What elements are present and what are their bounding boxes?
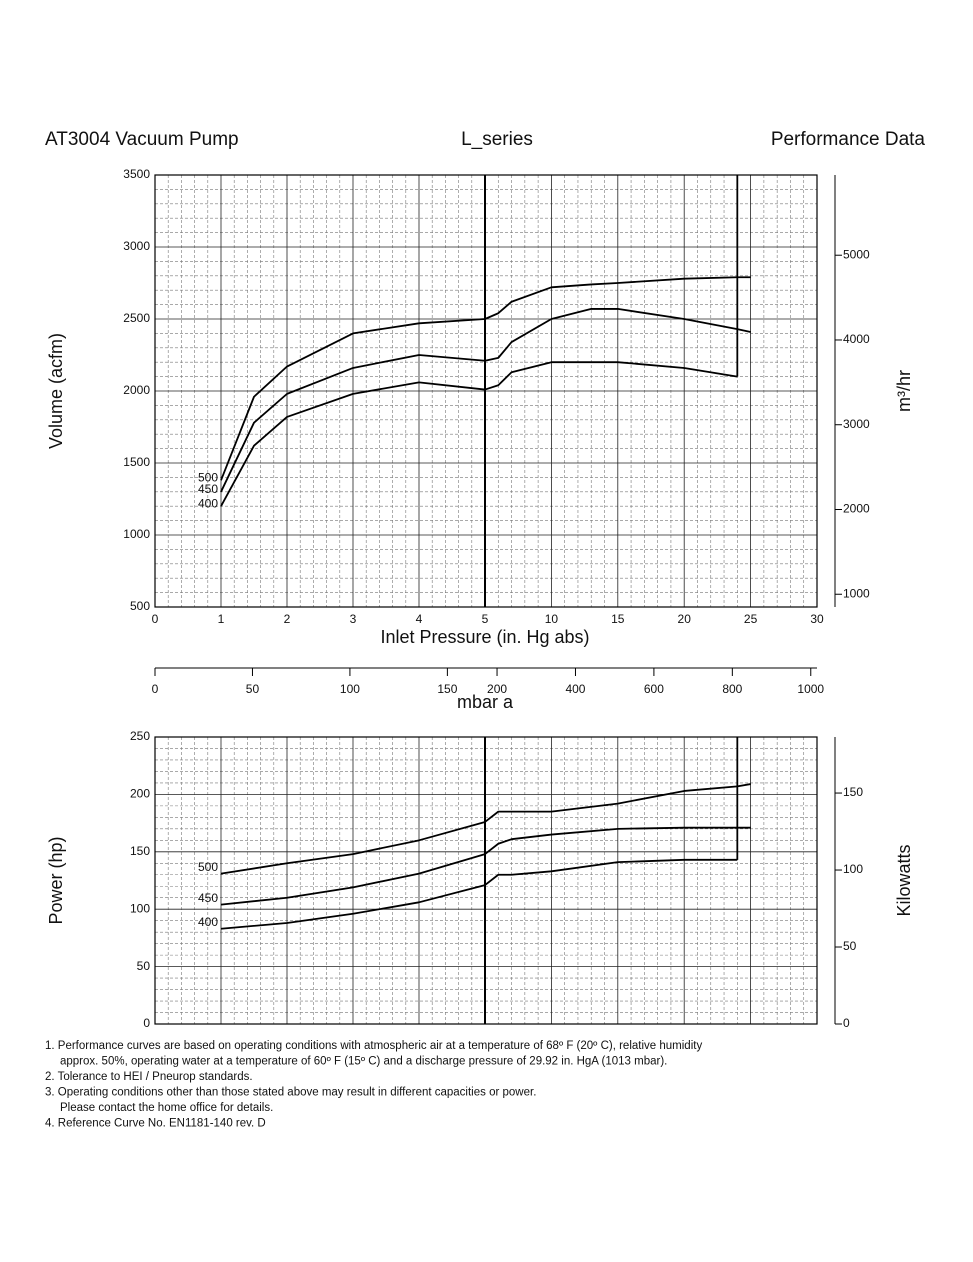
y-tick-label: 200 [130, 787, 150, 801]
y-axis-title: Power (hp) [46, 836, 66, 924]
series-label: 500 [198, 860, 218, 874]
y2-tick-label: 100 [843, 862, 863, 876]
series-label: 400 [198, 915, 218, 929]
title-right: Performance Data [771, 129, 926, 150]
mbar-axis-title: mbar a [457, 692, 514, 712]
mbar-tick-label: 600 [644, 682, 664, 696]
y2-axis-title: Kilowatts [894, 844, 914, 916]
x-tick-label: 0 [152, 612, 159, 626]
y2-tick-label: 3000 [843, 417, 870, 431]
y-tick-label: 1500 [123, 455, 150, 469]
y2-axis-title: m³/hr [894, 370, 914, 412]
note: approx. 50%, operating water at a temper… [60, 1056, 667, 1068]
title-center: L_series [461, 129, 533, 150]
x-tick-label: 15 [611, 612, 625, 626]
series-line [220, 858, 738, 930]
mbar-tick-label: 1000 [797, 682, 824, 696]
series-line [220, 826, 751, 906]
y-tick-label: 100 [130, 901, 150, 915]
y2-tick-label: 2000 [843, 502, 870, 516]
note: 3. Operating conditions other than those… [45, 1087, 536, 1099]
x-tick-label: 25 [744, 612, 758, 626]
x-tick-label: 5 [482, 612, 489, 626]
series-label: 400 [198, 496, 218, 510]
y-tick-label: 1000 [123, 527, 150, 541]
y2-tick-label: 1000 [843, 586, 870, 600]
plot-frame [154, 174, 818, 608]
mbar-tick-label: 800 [722, 682, 742, 696]
note: 2. Tolerance to HEI / Pneurop standards. [45, 1071, 253, 1083]
y-tick-label: 250 [130, 729, 150, 743]
y-tick-label: 3000 [123, 239, 150, 253]
x-axis-title: Inlet Pressure (in. Hg abs) [380, 627, 589, 647]
series-line [220, 361, 738, 507]
x-tick-label: 4 [416, 612, 423, 626]
y-tick-label: 50 [137, 959, 151, 973]
mbar-tick-label: 150 [437, 682, 457, 696]
x-tick-label: 20 [678, 612, 692, 626]
series-label: 500 [198, 470, 218, 484]
mbar-tick-label: 400 [565, 682, 585, 696]
x-tick-label: 2 [284, 612, 291, 626]
x-tick-label: 10 [545, 612, 559, 626]
series-label: 450 [198, 482, 218, 496]
y-tick-label: 0 [143, 1016, 150, 1030]
x-tick-label: 3 [350, 612, 357, 626]
series-line [220, 308, 751, 493]
y-tick-label: 2000 [123, 383, 150, 397]
mbar-tick-label: 200 [487, 682, 507, 696]
y2-tick-label: 0 [843, 1016, 850, 1030]
mbar-tick-label: 0 [152, 682, 159, 696]
y-axis-title: Volume (acfm) [46, 333, 66, 449]
y-tick-label: 150 [130, 844, 150, 858]
y-tick-label: 2500 [123, 311, 150, 325]
y2-tick-label: 50 [843, 939, 857, 953]
y2-tick-label: 4000 [843, 332, 870, 346]
y-tick-label: 3500 [123, 167, 150, 181]
y-tick-label: 500 [130, 599, 150, 613]
note: Please contact the home office for detai… [60, 1102, 273, 1114]
mbar-tick-label: 100 [340, 682, 360, 696]
note: 1. Performance curves are based on opera… [45, 1040, 702, 1052]
note: 4. Reference Curve No. EN1181-140 rev. D [45, 1118, 266, 1130]
plot-frame [154, 736, 818, 1025]
series-line [220, 276, 751, 481]
series-line [220, 783, 751, 875]
y2-tick-label: 5000 [843, 247, 870, 261]
series-label: 450 [198, 891, 218, 905]
mbar-tick-label: 50 [246, 682, 260, 696]
x-tick-label: 1 [218, 612, 225, 626]
y2-tick-label: 150 [843, 785, 863, 799]
x-tick-label: 30 [810, 612, 824, 626]
title-left: AT3004 Vacuum Pump [45, 129, 239, 150]
